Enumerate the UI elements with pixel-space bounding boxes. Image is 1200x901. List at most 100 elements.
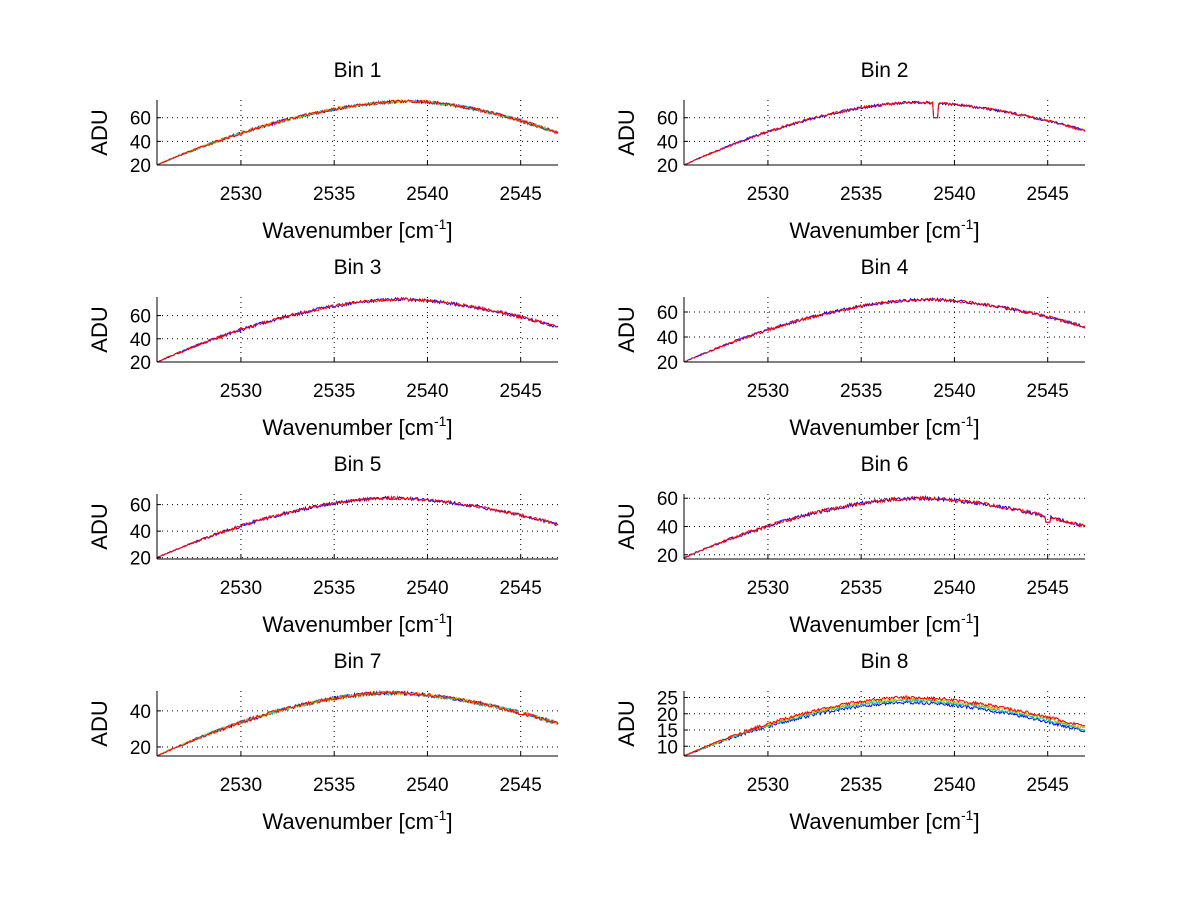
panel-title: Bin 4	[861, 256, 909, 279]
series-line-s2	[683, 297, 1086, 363]
y-axis-label: ADU	[87, 503, 112, 549]
panel-bin-7: 2530 2535 2540 2545 20 40 Bin 7 Wavenumber [cm-…	[87, 650, 559, 834]
y-axis-label: ADU	[614, 306, 639, 352]
y-axis-label: ADU	[87, 306, 112, 352]
series-line-s1	[683, 297, 1086, 363]
y-axis-label: ADU	[87, 700, 112, 746]
series-line-s4	[156, 690, 559, 757]
y-tick-label: 60	[130, 496, 151, 517]
x-tick-label: 2535	[313, 381, 355, 402]
series-line-s1	[683, 100, 1086, 166]
series-line-s1	[156, 495, 559, 559]
x-axis-label: Wavenumber [cm-1]	[262, 413, 452, 440]
x-tick-label: 2530	[747, 184, 789, 205]
y-tick-label: 20	[657, 353, 678, 374]
x-tick-label: 2545	[1027, 578, 1069, 599]
y-tick-label: 40	[130, 330, 151, 351]
x-tick-label: 2545	[1027, 775, 1069, 796]
series-line-s3	[156, 99, 559, 166]
y-tick-label: 40	[657, 328, 678, 349]
y-tick-label: 20	[130, 738, 151, 759]
series-line-s1	[156, 99, 559, 166]
y-tick-label: 40	[130, 132, 151, 153]
x-tick-label: 2545	[500, 381, 542, 402]
x-tick-label: 2530	[220, 578, 262, 599]
series-line-s2	[156, 296, 559, 363]
y-tick-label: 25	[657, 689, 678, 710]
x-tick-label: 2545	[500, 578, 542, 599]
series-line-s1	[157, 296, 559, 363]
panel-title: Bin 3	[334, 256, 382, 279]
y-tick-label: 60	[657, 109, 678, 130]
x-tick-label: 2540	[406, 775, 448, 796]
x-tick-label: 2535	[313, 184, 355, 205]
y-tick-label: 60	[130, 109, 151, 130]
series-line-s2	[683, 100, 1086, 166]
x-tick-label: 2545	[500, 775, 542, 796]
x-tick-label: 2530	[747, 381, 789, 402]
x-axis-label: Wavenumber [cm-1]	[262, 807, 452, 834]
x-tick-label: 2545	[1027, 184, 1069, 205]
x-tick-label: 2530	[747, 578, 789, 599]
x-tick-label: 2540	[933, 775, 975, 796]
x-axis-label: Wavenumber [cm-1]	[262, 216, 452, 243]
y-axis-label: ADU	[614, 503, 639, 549]
series-line-s4	[156, 99, 559, 166]
series-line-s2	[156, 495, 558, 559]
x-tick-label: 2535	[840, 578, 882, 599]
series-line-s3	[156, 690, 559, 757]
series-line-s3	[683, 696, 1086, 757]
x-tick-label: 2545	[500, 184, 542, 205]
y-axis-label: ADU	[87, 109, 112, 155]
x-tick-label: 2535	[313, 578, 355, 599]
x-axis-label: Wavenumber [cm-1]	[789, 216, 979, 243]
series-line-s1	[683, 700, 1086, 757]
x-tick-label: 2535	[840, 775, 882, 796]
x-tick-label: 2545	[1027, 381, 1069, 402]
series-line-s2	[683, 495, 1086, 559]
x-tick-label: 2540	[406, 184, 448, 205]
series-line-s2	[683, 698, 1086, 757]
panel-title: Bin 7	[334, 650, 382, 673]
series-line-s2	[156, 690, 559, 757]
y-tick-label: 60	[657, 303, 678, 324]
panel-bin-6: 2530 2535 2540 2545 20 40 60 Bin 6 Wavenumber [c…	[614, 453, 1086, 637]
x-tick-label: 2530	[220, 381, 262, 402]
panel-bin-5: 2530 2535 2540 2545 20 40 60 Bin 5 Wavenumber [c…	[87, 453, 559, 637]
y-tick-label: 60	[130, 307, 151, 328]
x-tick-label: 2540	[406, 381, 448, 402]
y-axis-label: ADU	[614, 700, 639, 746]
y-tick-label: 10	[657, 737, 678, 758]
panel-bin-4: 2530 2535 2540 2545 20 40 60 Bin 4 Wavenumber [c…	[614, 256, 1086, 440]
panel-title: Bin 5	[334, 453, 382, 476]
y-tick-label: 20	[657, 546, 678, 567]
y-tick-label: 20	[130, 156, 151, 177]
y-tick-label: 20	[130, 549, 151, 570]
x-tick-label: 2540	[406, 578, 448, 599]
x-tick-label: 2535	[840, 184, 882, 205]
x-tick-label: 2535	[840, 381, 882, 402]
x-tick-label: 2530	[747, 775, 789, 796]
y-tick-label: 20	[130, 353, 151, 374]
x-tick-label: 2530	[220, 184, 262, 205]
panel-title: Bin 1	[334, 59, 382, 82]
panel-title: Bin 2	[861, 59, 909, 82]
series-line-s4	[683, 695, 1086, 757]
x-axis-label: Wavenumber [cm-1]	[789, 807, 979, 834]
x-tick-label: 2540	[933, 578, 975, 599]
x-tick-label: 2540	[933, 381, 975, 402]
series-line-s1	[683, 495, 1086, 559]
y-tick-label: 40	[130, 522, 151, 543]
y-tick-label: 40	[130, 702, 151, 723]
y-tick-label: 60	[657, 489, 678, 510]
series-line-s2	[156, 98, 559, 166]
x-tick-label: 2530	[220, 775, 262, 796]
y-tick-label: 40	[657, 518, 678, 539]
x-axis-label: Wavenumber [cm-1]	[262, 610, 452, 637]
x-axis-label: Wavenumber [cm-1]	[789, 413, 979, 440]
y-axis-label: ADU	[614, 109, 639, 155]
